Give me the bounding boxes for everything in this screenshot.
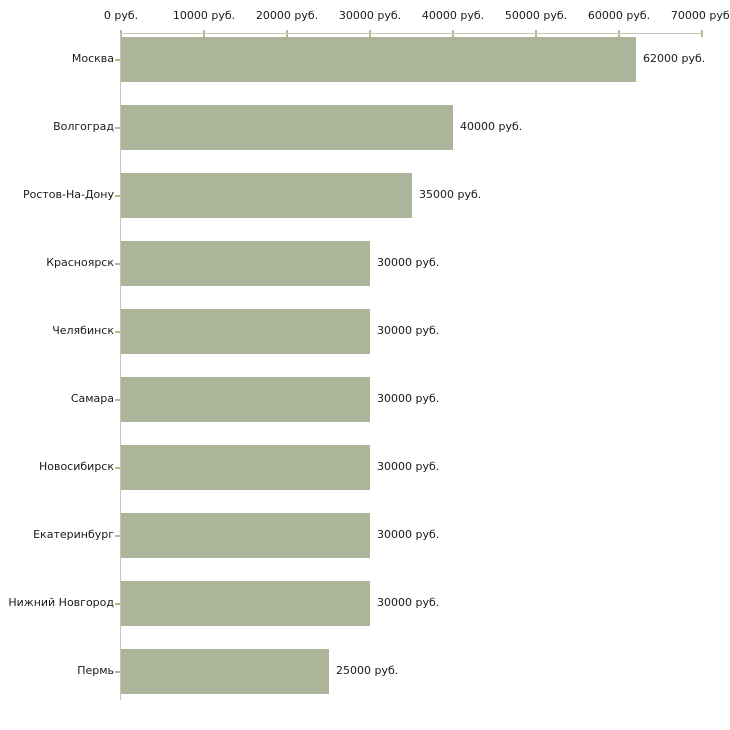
category-tick-mark <box>115 262 120 265</box>
category-label: Москва <box>71 51 114 65</box>
category-tick-mark <box>115 466 120 469</box>
category-tick-mark <box>115 194 120 197</box>
value-label: 25000 руб. <box>336 663 399 677</box>
x-axis-line <box>121 33 703 34</box>
x-tick-label: 50000 руб. <box>504 9 568 22</box>
category-tick-mark <box>115 126 120 129</box>
category-label: Нижний Новгород <box>8 595 114 609</box>
bar <box>121 173 412 218</box>
bar <box>121 445 370 490</box>
category-label: Красноярск <box>46 255 114 269</box>
category-label: Екатеринбург <box>33 527 114 541</box>
category-label: Челябинск <box>52 323 114 337</box>
bar <box>121 241 370 286</box>
value-label: 30000 руб. <box>377 459 440 473</box>
bar <box>121 649 329 694</box>
category-tick-mark <box>115 534 120 537</box>
category-label: Новосибирск <box>38 459 114 473</box>
category-tick-mark <box>115 670 120 673</box>
category-tick-mark <box>115 398 120 401</box>
category-label: Ростов-На-Дону <box>22 187 114 201</box>
bar <box>121 377 370 422</box>
category-label: Самара <box>70 391 114 405</box>
x-tick-label: 40000 руб. <box>421 9 485 22</box>
x-tick-label: 60000 руб. <box>587 9 651 22</box>
value-label: 30000 руб. <box>377 255 440 269</box>
value-label: 35000 руб. <box>419 187 482 201</box>
category-label: Пермь <box>77 663 114 677</box>
value-label: 30000 руб. <box>377 595 440 609</box>
value-label: 30000 руб. <box>377 323 440 337</box>
category-label: Волгоград <box>53 119 114 133</box>
bar <box>121 105 453 150</box>
category-tick-mark <box>115 58 120 61</box>
x-tick-label: 10000 руб. <box>172 9 236 22</box>
value-label: 62000 руб. <box>643 51 706 65</box>
bar <box>121 309 370 354</box>
bar <box>121 581 370 626</box>
bar <box>121 513 370 558</box>
value-label: 40000 руб. <box>460 119 523 133</box>
category-tick-mark <box>115 602 120 605</box>
y-axis-line <box>120 33 121 700</box>
x-tick-label: 70000 руб. <box>670 9 730 22</box>
value-label: 30000 руб. <box>377 391 440 405</box>
bar <box>121 37 636 82</box>
category-tick-mark <box>115 330 120 333</box>
x-tick-label: 30000 руб. <box>338 9 402 22</box>
x-tick-label: 20000 руб. <box>255 9 319 22</box>
value-label: 30000 руб. <box>377 527 440 541</box>
x-tick-label: 0 руб. <box>103 9 139 22</box>
